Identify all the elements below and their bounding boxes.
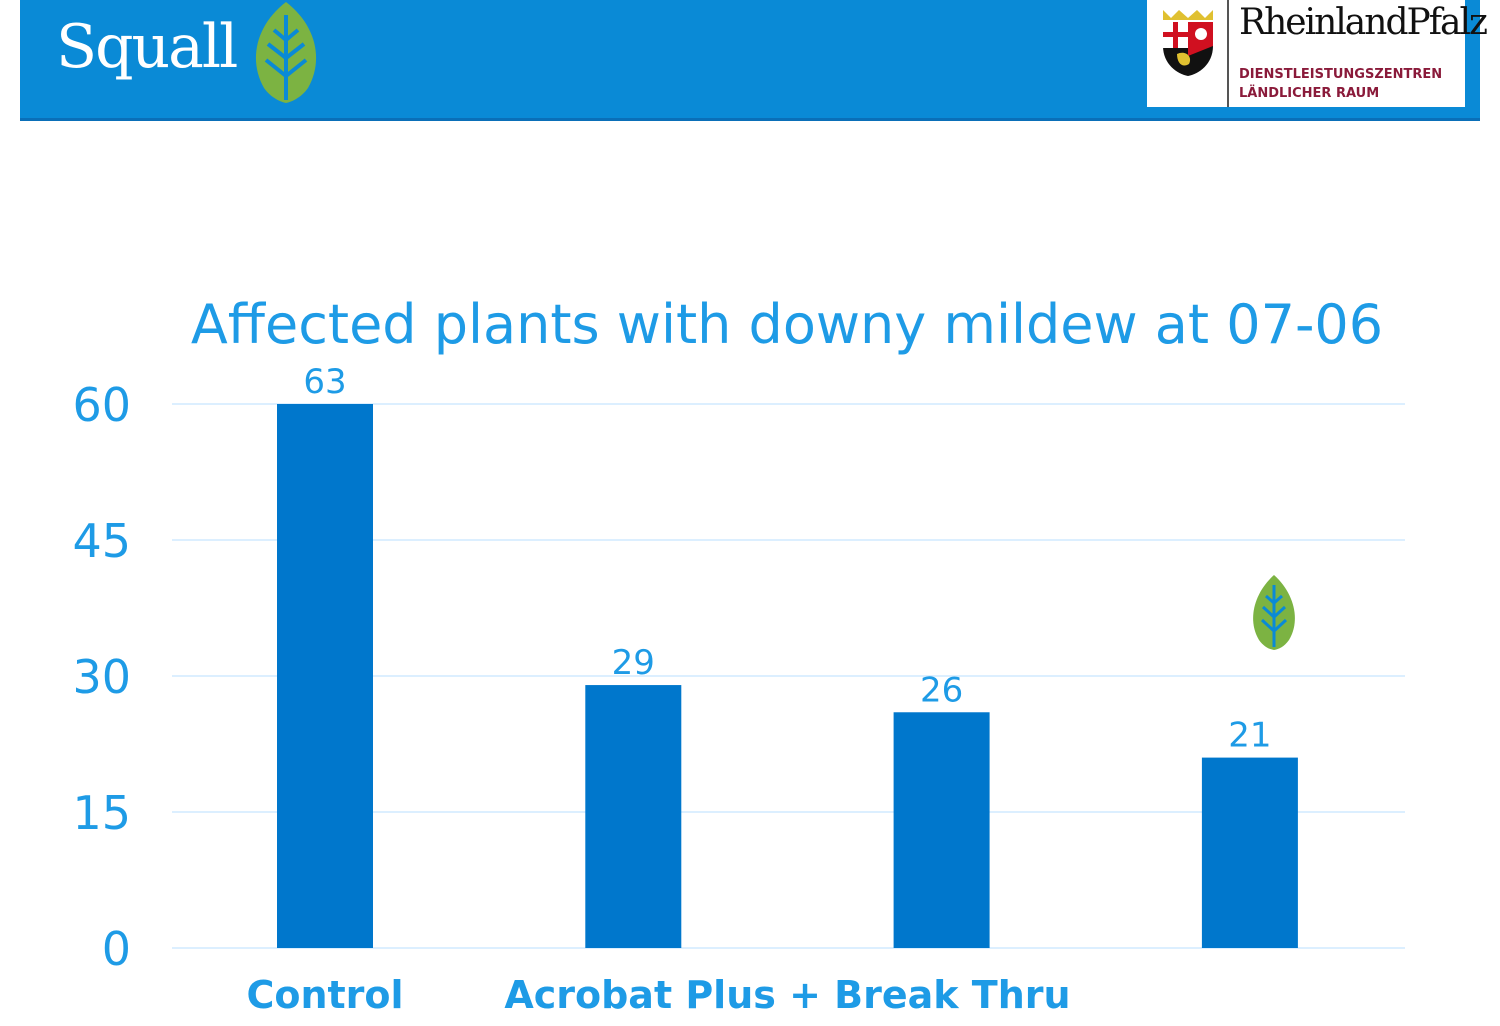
- y-tick-label: 15: [72, 786, 131, 840]
- y-tick-label: 45: [72, 514, 131, 568]
- bar: [277, 404, 373, 948]
- data-label: 26: [920, 670, 963, 710]
- bar: [585, 685, 682, 948]
- data-label: 63: [303, 362, 346, 402]
- partner-logo: RheinlandPfalz DIENSTLEISTUNGSZENTREN LÄ…: [1147, 0, 1488, 107]
- header-banner: Squall RheinlandPfalz DIENSTLEISTUNGSZEN…: [20, 0, 1488, 121]
- y-tick-label: 30: [72, 650, 131, 704]
- brand-logo-text: Squall: [56, 12, 238, 82]
- leaf-logo-icon: [255, 2, 317, 103]
- x-category-label: Acrobat Plus + Break Thru: [504, 973, 1070, 1017]
- x-category-label: Control: [246, 973, 403, 1017]
- chart-title: Affected plants with downy mildew at 07-…: [191, 293, 1383, 356]
- bar: [1201, 757, 1298, 948]
- partner-divider: [1227, 0, 1229, 107]
- y-tick-label: 0: [102, 922, 131, 976]
- leaf-decoration-icon: [1253, 575, 1295, 650]
- data-label: 21: [1228, 716, 1271, 756]
- bar: [893, 712, 990, 948]
- partner-subtitle-2: LÄNDLICHER RAUM: [1239, 86, 1380, 101]
- y-tick-label: 60: [72, 378, 131, 432]
- data-label: 29: [612, 643, 655, 683]
- partner-subtitle-1: DIENSTLEISTUNGSZENTREN: [1239, 67, 1443, 82]
- coat-of-arms-icon: [1163, 10, 1213, 76]
- partner-name: RheinlandPfalz: [1239, 2, 1488, 43]
